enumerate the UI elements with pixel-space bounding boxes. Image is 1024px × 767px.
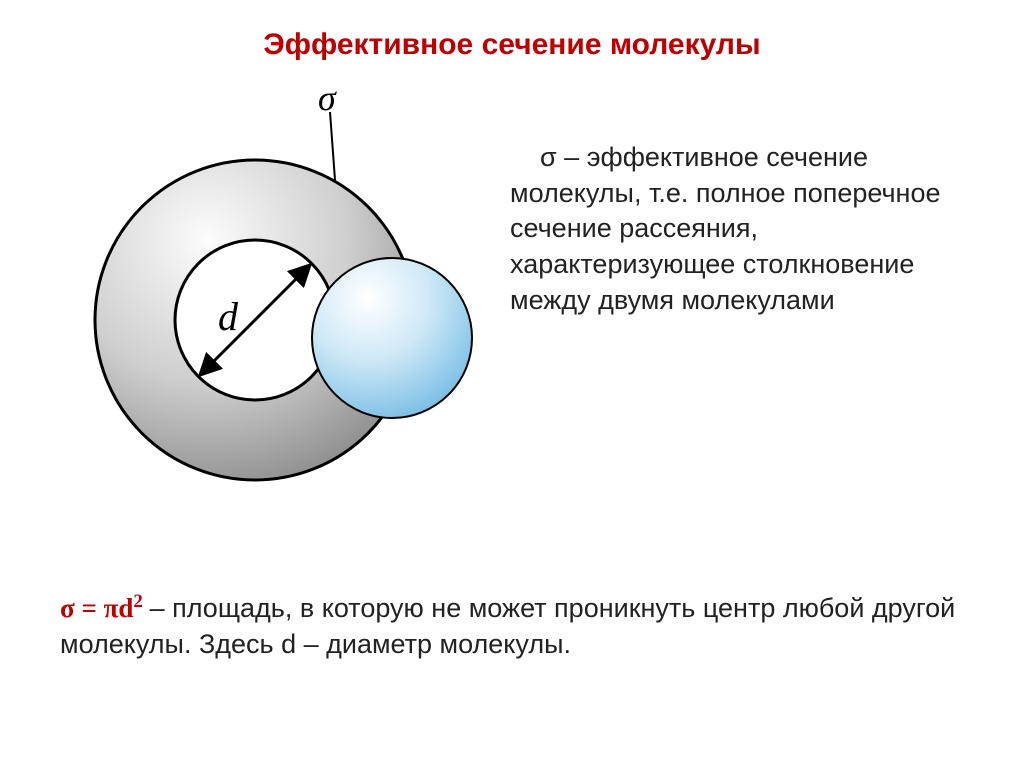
cross-section-diagram: σ d: [60, 80, 490, 510]
definition-content: σ – эффективное сечение молекулы, т.е. п…: [510, 142, 941, 315]
sigma-label: σ: [318, 80, 337, 118]
formula-pi: π: [104, 593, 119, 623]
bottom-rest: – площадь, в которую не может проникнуть…: [60, 593, 955, 659]
formula: σ = πd2: [60, 593, 150, 623]
formula-sigma: σ: [60, 593, 75, 623]
formula-d: d: [118, 593, 133, 623]
formula-exp: 2: [133, 591, 142, 612]
diagram-svg: σ d: [60, 80, 490, 510]
slide-title: Эффективное сечение молекулы: [0, 28, 1024, 62]
slide-title-text: Эффективное сечение молекулы: [263, 28, 760, 61]
sigma-leader-line: [330, 112, 335, 180]
slide: Эффективное сечение молекулы: [0, 0, 1024, 767]
second-molecule-circle: [312, 258, 472, 418]
d-label: d: [218, 294, 239, 339]
definition-text: σ – эффективное сечение молекулы, т.е. п…: [510, 140, 970, 318]
bottom-paragraph: σ = πd2 – площадь, в которую не может пр…: [60, 590, 960, 662]
formula-equals: =: [75, 593, 104, 623]
